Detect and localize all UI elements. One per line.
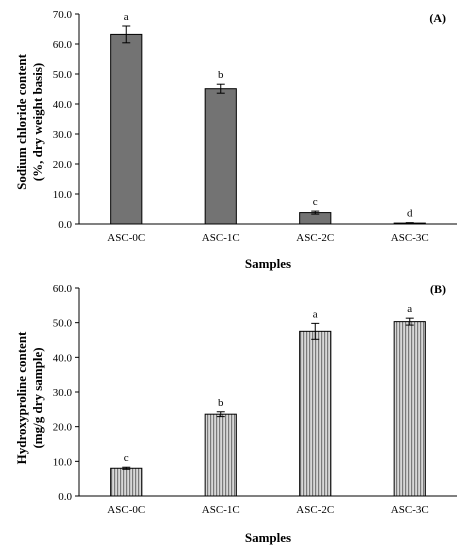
significance-label-a: b <box>218 69 224 81</box>
y-axis-title-b: Hydroxyproline content (mg/g dry sample) <box>14 331 45 464</box>
y-tick-label-a: 0.0 <box>58 219 72 231</box>
y-tick-label-b: 50.0 <box>53 318 73 330</box>
y-tick-label-b: 20.0 <box>53 422 73 434</box>
x-tick-label-a: ASC-0C <box>107 232 145 244</box>
y-axis-title-b-line-2: (mg/g dry sample) <box>30 347 45 448</box>
y-tick-label-b: 0.0 <box>58 491 72 503</box>
significance-label-a: c <box>313 196 318 208</box>
significance-label-a: a <box>124 11 129 23</box>
bar-b <box>110 467 143 497</box>
significance-label-b: c <box>124 452 129 464</box>
chart-panel-b: (B) Hydroxyproline content (mg/g dry sam… <box>14 282 457 545</box>
bar-b <box>204 413 237 497</box>
y-tick-label-b: 60.0 <box>53 283 73 295</box>
y-tick-label-b: 10.0 <box>53 456 73 468</box>
x-tick-label-a: ASC-1C <box>202 232 240 244</box>
y-axis-title-a-line-1: Sodium chloride content <box>14 53 29 189</box>
significance-label-b: a <box>407 303 412 315</box>
y-tick-label-b: 40.0 <box>53 352 73 364</box>
significance-label-b: b <box>218 397 224 409</box>
y-tick-label-a: 70.0 <box>53 9 73 21</box>
y-axis-title-b-line-1: Hydroxyproline content <box>14 331 29 464</box>
panel-label-a: (A) <box>429 11 446 25</box>
y-tick-label-a: 60.0 <box>53 39 73 51</box>
chart-panel-a: (A) Sodium chloride content (%, dry weig… <box>14 9 457 271</box>
bar-a <box>204 88 237 225</box>
significance-label-a: d <box>407 208 413 220</box>
y-tick-label-a: 20.0 <box>53 159 73 171</box>
y-tick-label-a: 50.0 <box>53 69 73 81</box>
significance-label-b: a <box>313 308 318 320</box>
x-tick-label-b: ASC-0C <box>107 504 145 516</box>
bar-b <box>393 321 426 497</box>
bar-a <box>110 33 143 225</box>
x-axis-title-a: Samples <box>245 256 291 271</box>
x-tick-label-b: ASC-2C <box>296 504 334 516</box>
y-axis-title-a: Sodium chloride content (%, dry weight b… <box>14 53 45 189</box>
x-tick-label-b: ASC-1C <box>202 504 240 516</box>
bar-b <box>299 330 332 497</box>
y-tick-label-a: 40.0 <box>53 99 73 111</box>
x-tick-label-a: ASC-2C <box>296 232 334 244</box>
x-tick-label-a: ASC-3C <box>391 232 429 244</box>
y-tick-label-b: 30.0 <box>53 387 73 399</box>
y-tick-label-a: 30.0 <box>53 129 73 141</box>
panel-label-b: (B) <box>430 282 446 296</box>
x-tick-label-b: ASC-3C <box>391 504 429 516</box>
x-axis-title-b: Samples <box>245 530 291 545</box>
y-axis-title-a-line-2: (%, dry weight basis) <box>30 63 45 181</box>
y-tick-label-a: 10.0 <box>53 189 73 201</box>
